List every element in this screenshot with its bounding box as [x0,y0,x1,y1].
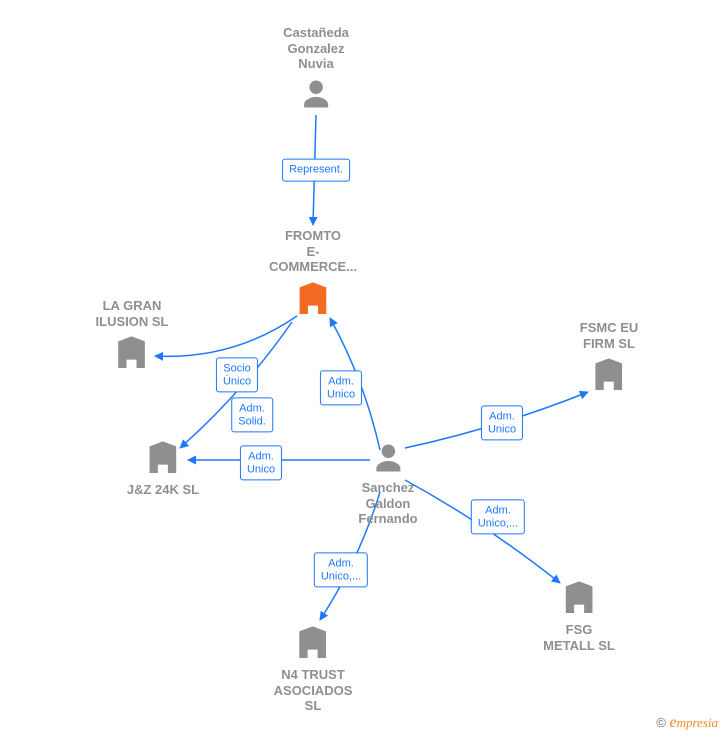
node-n4trust[interactable]: N4 TRUST ASOCIADOS SL [274,623,353,714]
copyright-symbol: © [656,715,666,730]
edge-label-adm-unico-fromto[interactable]: Adm. Unico [320,370,362,405]
edge-label-adm-unico-n4[interactable]: Adm. Unico,... [314,552,368,587]
node-sanchez[interactable]: Sanchez Galdon Fernando [358,440,417,527]
node-label: Sanchez Galdon Fernando [358,480,417,527]
node-label: FROMTO E- COMMERCE... [269,228,357,275]
node-fromto[interactable]: FROMTO E- COMMERCE... [269,228,357,319]
node-label: Castañeda Gonzalez Nuvia [283,25,349,72]
edge-e2 [155,316,297,356]
node-label: FSMC EU FIRM SL [580,320,639,351]
edge-label-adm-unico-fsg[interactable]: Adm. Unico,... [471,499,525,534]
node-castaneda[interactable]: Castañeda Gonzalez Nuvia [283,25,349,112]
building-icon [293,279,333,319]
edge-label-adm-unico-jz[interactable]: Adm. Unico [240,445,282,480]
brand-name: empresia [669,715,718,730]
building-icon [293,623,333,663]
edge-label-represent[interactable]: Represent. [282,159,350,182]
node-fsmc[interactable]: FSMC EU FIRM SL [580,320,639,395]
node-label: J&Z 24K SL [127,482,199,498]
building-icon [589,355,629,395]
watermark: © empresia [656,714,718,732]
diagram-canvas: Castañeda Gonzalez Nuvia FROMTO E- COMME… [0,0,728,740]
building-icon [143,438,183,478]
node-label: FSG METALL SL [543,622,615,653]
person-icon [298,76,334,112]
node-label: N4 TRUST ASOCIADOS SL [274,667,353,714]
building-icon [559,578,599,618]
edge-label-socio-unico[interactable]: Socio Único [216,357,258,392]
node-lagran[interactable]: LA GRAN ILUSION SL [96,298,169,373]
building-icon [112,333,152,373]
node-jz24k[interactable]: J&Z 24K SL [127,438,199,498]
node-label: LA GRAN ILUSION SL [96,298,169,329]
edge-label-adm-solid[interactable]: Adm. Solid. [231,397,273,432]
person-icon [370,440,406,476]
node-fsg[interactable]: FSG METALL SL [543,578,615,653]
edge-label-adm-unico-fsmc[interactable]: Adm. Unico [481,405,523,440]
